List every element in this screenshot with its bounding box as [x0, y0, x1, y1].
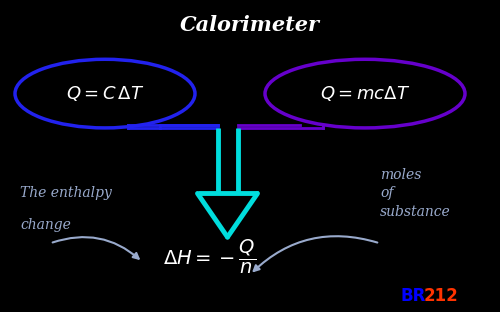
Text: change: change [20, 218, 71, 232]
Text: Calorimeter: Calorimeter [180, 15, 320, 35]
Text: The enthalpy: The enthalpy [20, 187, 112, 200]
Text: BR: BR [400, 287, 425, 305]
Text: $\Delta H = -\dfrac{Q}{n}$: $\Delta H = -\dfrac{Q}{n}$ [164, 238, 256, 276]
Text: $Q = mc\Delta T$: $Q = mc\Delta T$ [320, 84, 410, 103]
Text: 212: 212 [424, 287, 459, 305]
Text: $Q = C \, \Delta T$: $Q = C \, \Delta T$ [66, 84, 144, 103]
Text: moles
of
substance: moles of substance [380, 168, 451, 219]
